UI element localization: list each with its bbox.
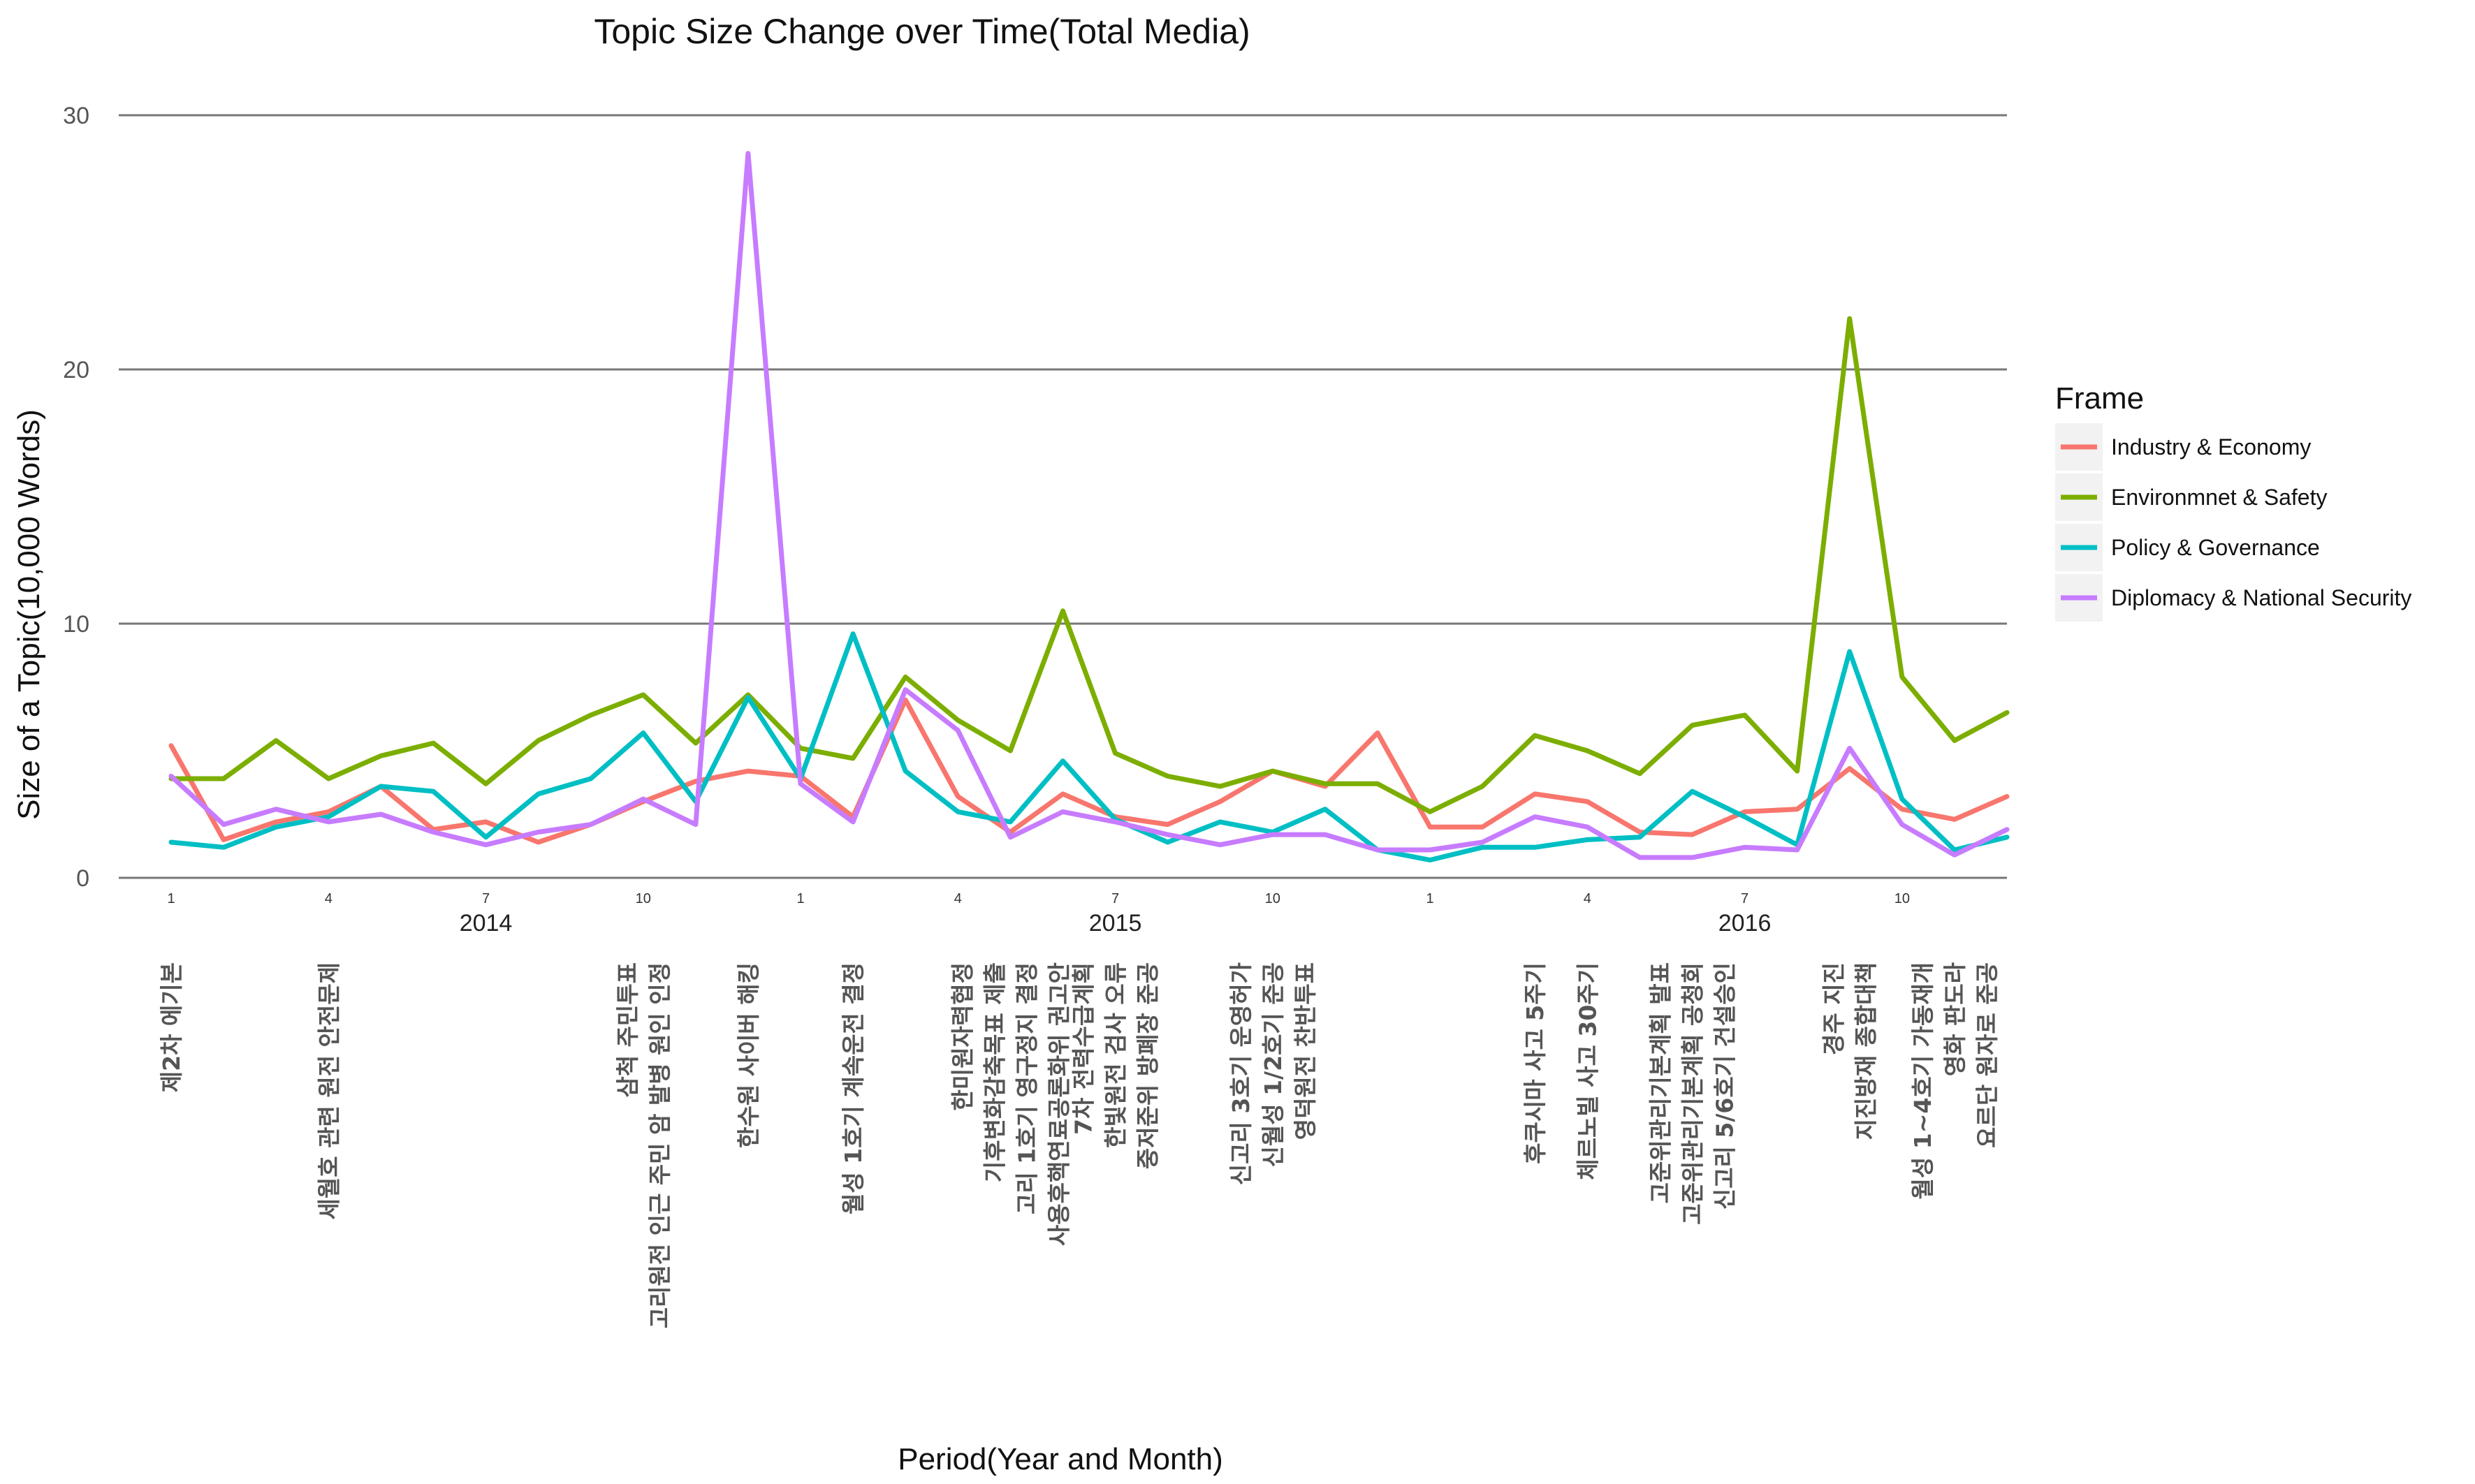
event-annotation: 후쿠시마 사고 5주기 — [1521, 962, 1549, 1164]
event-annotation: 체르노빌 사고 30주기 — [1574, 962, 1601, 1180]
y-tick-label: 0 — [76, 865, 89, 892]
series-layer — [168, 151, 2010, 862]
y-tick-label: 10 — [63, 611, 89, 638]
x-month-tick: 10 — [1265, 891, 1280, 906]
event-annotation: 세월호 관련 원전 안전문제 — [315, 962, 342, 1219]
event-annotation: 7차 전력수급계획 — [1070, 962, 1097, 1135]
event-annotation: 사용후핵연료공론화위 권고안 — [1045, 962, 1072, 1246]
x-year-tick: 2015 — [1089, 910, 1142, 936]
event-annotation: 기후변화감축목표 제출 — [981, 962, 1008, 1182]
x-month-tick: 10 — [636, 891, 651, 906]
event-annotation: 제2차 에기본 — [158, 962, 185, 1092]
event-annotation: 한미원자력협정 — [949, 962, 976, 1111]
x-year-tick: 2014 — [460, 910, 513, 936]
event-annotation: 신고리 3호기 운영허가 — [1227, 962, 1255, 1185]
x-month-tick: 7 — [1741, 891, 1748, 906]
event-annotation: 한빛원전 검사 오류 — [1102, 962, 1130, 1148]
series-line-1 — [168, 316, 2010, 814]
legend-title: Frame — [2055, 381, 2144, 416]
x-axis-title: Period(Year and Month) — [898, 1442, 1223, 1476]
event-annotation: 지진방재 종합대책 — [1853, 962, 1880, 1140]
series-line-2 — [168, 631, 2010, 862]
x-month-tick: 1 — [796, 891, 804, 906]
event-annotation: 신고리 5/6호기 건설승인 — [1711, 962, 1739, 1210]
event-annotation: 요르단 원자로 준공 — [1973, 962, 2001, 1148]
grid-layer — [119, 114, 2007, 879]
event-annotation: 중저준위 방폐장 준공 — [1134, 962, 1162, 1169]
legend-label: Policy & Governance — [2111, 535, 2320, 560]
event-annotation: 고준위관리기본계획 공청회 — [1679, 962, 1707, 1225]
legend: Frame Industry & Economy Environmnet & Sa… — [2055, 381, 2411, 622]
y-axis-title: Size of a Topic(10,000 Words) — [12, 409, 46, 820]
x-month-tick: 4 — [954, 891, 962, 906]
x-month-tick: 1 — [1426, 891, 1433, 906]
event-annotation: 고리 1호기 영구정지 결정 — [1013, 962, 1040, 1214]
event-annotations: 제2차 에기본 세월호 관련 원전 안전문제 삼척 주민투표 고리원전 인근 주민 암… — [158, 962, 2001, 1328]
legend-label: Diplomacy & National Security — [2111, 585, 2411, 610]
series-line-0 — [168, 697, 2010, 845]
event-annotation: 경주 지진 — [1820, 962, 1848, 1055]
event-annotation: 월성 1호기 계속운전 결정 — [840, 962, 867, 1214]
legend-label: Industry & Economy — [2111, 434, 2311, 460]
event-annotation: 영화 판도라 — [1941, 962, 1969, 1076]
x-month-tick: 7 — [482, 891, 490, 906]
x-month-tick: 7 — [1111, 891, 1119, 906]
event-annotation: 영덕원전 찬반투표 — [1292, 962, 1319, 1140]
event-annotation: 삼척 주민투표 — [614, 962, 641, 1098]
event-annotation: 월성 1~4호기 가동재개 — [1909, 962, 1936, 1199]
event-annotation: 한수원 사이버 해킹 — [735, 962, 762, 1148]
event-annotation: 고리원전 인근 주민 암 발병 원인 인정 — [646, 962, 673, 1328]
series-line-3 — [168, 151, 2010, 860]
chart-title: Topic Size Change over Time(Total Media) — [594, 12, 1250, 51]
x-month-tick: 10 — [1894, 891, 1910, 906]
x-axis-ticks: 1 4 7 10 1 4 7 10 1 4 7 10 2014 2015 2016 — [167, 891, 1910, 936]
y-tick-label: 20 — [63, 357, 89, 383]
x-month-tick: 4 — [325, 891, 333, 906]
x-month-tick: 4 — [1584, 891, 1591, 906]
event-annotation: 고준위관리기본계획 발표 — [1647, 962, 1674, 1203]
x-month-tick: 1 — [167, 891, 175, 906]
x-year-tick: 2016 — [1718, 910, 1772, 936]
y-axis-ticks: 0 10 20 30 — [63, 103, 89, 892]
y-tick-label: 30 — [63, 103, 89, 129]
legend-label: Environmnet & Safety — [2111, 485, 2327, 510]
event-annotation: 신월성 1/2호기 준공 — [1260, 962, 1287, 1167]
legend-items: Industry & Economy Environmnet & Safety Po… — [2055, 423, 2411, 622]
